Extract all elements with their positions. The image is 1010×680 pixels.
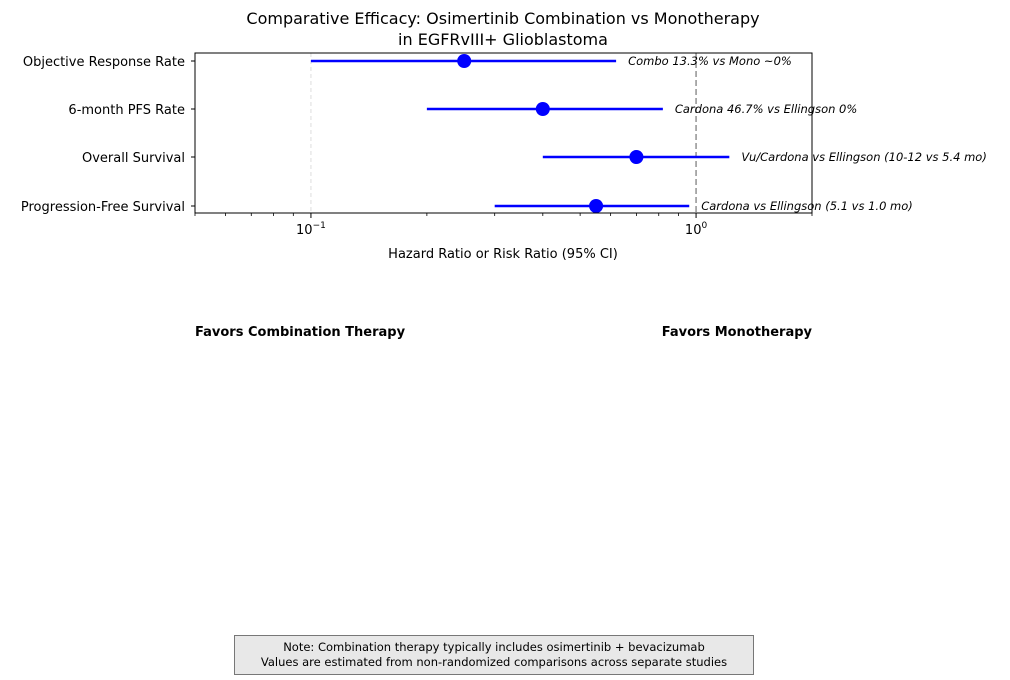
chart-title-line: in EGFRvIII+ Glioblastoma <box>398 30 608 49</box>
y-tick-label: 6-month PFS Rate <box>68 103 185 118</box>
x-tick-label: 10−1 <box>296 221 326 238</box>
x-tick-label: 100 <box>685 221 708 238</box>
y-tick-label: Overall Survival <box>82 151 185 166</box>
note-line-2: Values are estimated from non-randomized… <box>260 655 728 669</box>
y-tick-label: Progression-Free Survival <box>21 200 185 215</box>
x-axis-label: Hazard Ratio or Risk Ratio (95% CI) <box>388 247 618 262</box>
note-box: Note: Combination therapy typically incl… <box>234 635 754 675</box>
point-estimate <box>629 150 644 164</box>
annotation: Cardona vs Ellingson (5.1 vs 1.0 mo) <box>701 199 913 213</box>
point-estimate <box>589 199 604 213</box>
chart-title-line: Comparative Efficacy: Osimertinib Combin… <box>246 9 759 28</box>
favors-right-label: Favors Monotherapy <box>662 325 813 340</box>
plot-frame <box>194 52 813 214</box>
y-tick-label: Objective Response Rate <box>23 55 185 70</box>
annotation: Vu/Cardona vs Ellingson (10-12 vs 5.4 mo… <box>741 150 987 164</box>
favors-left-label: Favors Combination Therapy <box>195 325 406 340</box>
point-estimate <box>457 54 472 68</box>
note-line-1: Note: Combination therapy typically incl… <box>283 640 705 654</box>
annotation: Cardona 46.7% vs Ellingson 0% <box>675 102 857 116</box>
annotation: Combo 13.3% vs Mono ~0% <box>628 54 792 68</box>
point-estimate <box>535 102 550 116</box>
